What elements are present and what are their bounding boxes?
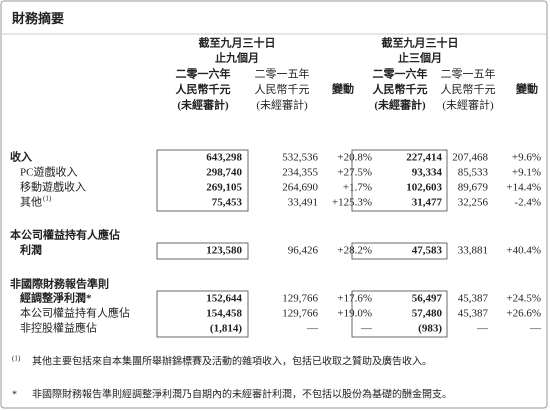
column-header: 人民幣千元 <box>441 83 496 96</box>
title: 財務摘要 <box>11 11 64 26</box>
row-label: PC遊戲收入 <box>20 165 77 179</box>
cell: 123,580 <box>206 245 242 257</box>
row-label: 收入 <box>10 150 32 164</box>
cell: 234,355 <box>282 167 318 179</box>
column-header: 二零一六年 <box>176 67 231 81</box>
cell: +26.6% <box>506 308 541 320</box>
footnote-text: 其他主要包括來自本集團所舉辦錦標賽及活動的雜項收入，包括已收取之贊助及廣告收入。 <box>32 354 432 367</box>
cell: 207,468 <box>452 152 488 164</box>
row-label: 非國際財務報告準則 <box>10 277 109 291</box>
footnote-marker: * <box>12 389 17 400</box>
cell: — <box>476 323 489 335</box>
cell: 96,426 <box>288 245 319 257</box>
highlight-box <box>156 290 249 338</box>
highlight-box <box>351 242 448 260</box>
cell: 85,533 <box>458 167 489 179</box>
cell: +20.8% <box>337 152 372 164</box>
column-header: (未經審計) <box>256 98 308 112</box>
column-header: 二零一五年 <box>441 67 496 81</box>
cell: 47,583 <box>412 245 443 257</box>
group-title: 截至九月三十日 <box>382 36 459 50</box>
cell: 75,453 <box>212 197 243 209</box>
cell: 154,458 <box>206 308 242 320</box>
cell: 298,740 <box>206 167 242 179</box>
cell: -2.4% <box>514 197 541 209</box>
cell: +17.6% <box>337 293 372 305</box>
highlight-box <box>156 149 249 212</box>
group-subtitle: 止九個月 <box>215 51 259 65</box>
row-label: 本公司權益持有人應佔 <box>10 228 120 242</box>
cell: 152,644 <box>206 293 242 305</box>
cell: +24.5% <box>506 293 541 305</box>
column-header: 人民幣千元 <box>176 82 231 96</box>
cell: +9.1% <box>512 167 541 179</box>
cell: 33,881 <box>458 245 488 257</box>
cell: +19.0% <box>337 308 372 320</box>
change-header: 變動 <box>332 82 354 96</box>
column-header: (未經審計) <box>374 98 426 112</box>
row-label: 本公司權益持有人應佔 <box>20 306 130 320</box>
cell: +40.4% <box>506 245 541 257</box>
cell: 45,387 <box>458 308 489 320</box>
highlight-box <box>156 242 249 260</box>
cell: 227,414 <box>406 152 442 164</box>
footnote-ref: (1) <box>43 195 52 203</box>
row-label: 其他 <box>20 196 42 209</box>
cell: 532,536 <box>282 152 318 164</box>
change-header: 變動 <box>516 82 538 96</box>
row-label: 非控股權益應佔 <box>20 321 97 335</box>
cell: 129,766 <box>282 308 318 320</box>
cell: 264,690 <box>282 182 318 194</box>
cell: +14.4% <box>506 182 541 194</box>
cell: 89,679 <box>458 182 489 194</box>
cell: — <box>360 323 373 335</box>
cell: 33,491 <box>288 197 318 209</box>
column-header: 二零一五年 <box>255 67 310 81</box>
column-header: 人民幣千元 <box>373 82 428 96</box>
footnote-marker: (1) <box>12 355 21 363</box>
cell: — <box>529 323 542 335</box>
group-title: 截至九月三十日 <box>199 36 276 50</box>
cell: +1.7% <box>343 182 372 194</box>
cell: +27.5% <box>337 167 372 179</box>
cell: 32,256 <box>458 197 489 209</box>
cell: 45,387 <box>458 293 489 305</box>
group-subtitle: 止三個月 <box>398 51 442 65</box>
row-label: 經調整淨利潤* <box>20 291 92 305</box>
cell: 643,298 <box>206 152 242 164</box>
highlight-box <box>351 149 448 212</box>
column-header: (未經審計) <box>177 98 229 112</box>
row-label: 移動遊戲收入 <box>20 180 86 194</box>
row-label: 利潤 <box>20 243 42 257</box>
cell: (1,814) <box>210 323 242 335</box>
cell: 129,766 <box>282 293 318 305</box>
footnote-text: 非國際財務報告準則經調整淨利潤乃自期內的未經審計利潤，不包括以股份為基礎的酬金開… <box>32 387 452 400</box>
highlight-box <box>351 290 448 338</box>
column-header: 人民幣千元 <box>255 83 310 96</box>
cell: — <box>306 323 319 335</box>
cell: 31,477 <box>412 197 443 209</box>
cell: +28.2% <box>337 245 372 257</box>
cell: 269,105 <box>206 182 242 194</box>
cell: 57,480 <box>412 308 443 320</box>
cell: 56,497 <box>412 293 443 305</box>
column-header: 二零一六年 <box>373 67 428 81</box>
cell: (983) <box>418 323 442 335</box>
cell: +9.6% <box>512 152 541 164</box>
cell: 93,334 <box>412 167 443 179</box>
cell: +125.3% <box>332 197 372 209</box>
column-header: (未經審計) <box>442 98 494 112</box>
cell: 102,603 <box>406 182 442 194</box>
